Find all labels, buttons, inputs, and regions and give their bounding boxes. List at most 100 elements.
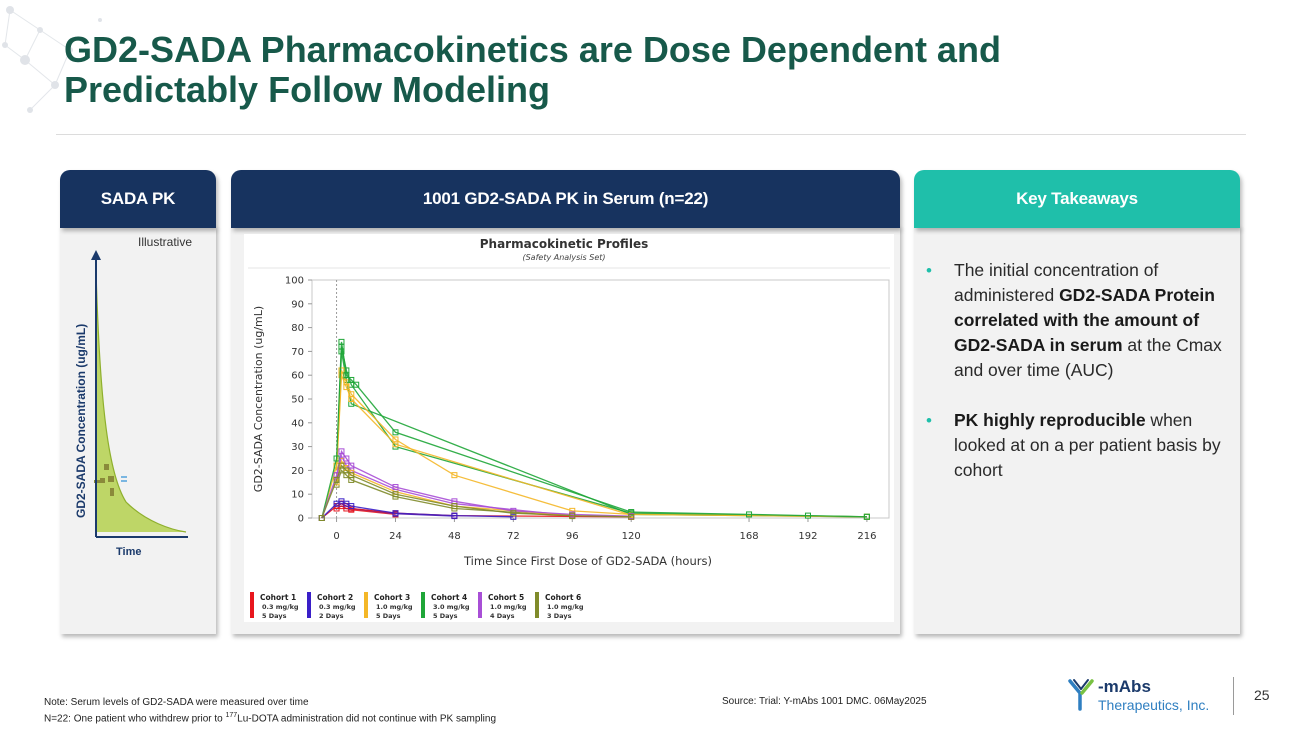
data-point bbox=[333, 455, 340, 462]
pk-chart-container: Pharmacokinetic Profiles (Safety Analysis… bbox=[244, 234, 894, 622]
y-tick-label: 70 bbox=[291, 347, 304, 358]
data-point bbox=[392, 484, 399, 491]
legend-cohort-name: Cohort 6 bbox=[545, 593, 581, 602]
takeaway-text: The initial concentration of administere… bbox=[954, 260, 1159, 305]
y-tick-label: 20 bbox=[291, 466, 304, 477]
footnote-text: Lu-DOTA administration did not continue … bbox=[237, 713, 497, 725]
subject-line bbox=[335, 374, 632, 516]
legend-swatch bbox=[250, 592, 254, 618]
y-tick-label: 10 bbox=[291, 490, 304, 501]
data-point bbox=[333, 476, 340, 483]
chart-title: Pharmacokinetic Profiles bbox=[480, 237, 648, 251]
bullet-icon: • bbox=[926, 261, 932, 280]
bullet-icon: • bbox=[926, 411, 932, 430]
legend-swatch bbox=[535, 592, 539, 618]
pk-curve-fill bbox=[96, 270, 186, 532]
footnote-text: N=22: One patient who withdrew prior to bbox=[44, 713, 226, 725]
x-tick-label: 192 bbox=[798, 531, 817, 542]
chart-subtitle: (Safety Analysis Set) bbox=[522, 253, 605, 262]
data-point bbox=[348, 472, 355, 479]
data-point bbox=[746, 511, 753, 518]
x-tick-label: 24 bbox=[389, 531, 402, 542]
illustrative-x-axis-label: Time bbox=[116, 546, 142, 558]
data-point bbox=[451, 512, 458, 519]
key-takeaways-header: Key Takeaways bbox=[914, 170, 1240, 228]
y-axis-label: GD2-SADA Concentration (ug/mL) bbox=[252, 306, 265, 492]
legend-days: 5 Days bbox=[262, 612, 287, 620]
data-point bbox=[451, 503, 458, 510]
legend-glyph bbox=[121, 476, 127, 482]
logo-subtitle: Therapeutics, Inc. bbox=[1098, 697, 1210, 713]
data-point bbox=[451, 472, 458, 479]
takeaway-emphasis: PK highly reproducible bbox=[954, 410, 1146, 430]
y-tick-label: 60 bbox=[291, 371, 304, 382]
footnote: Note: Serum levels of GD2-SADA were meas… bbox=[44, 696, 496, 725]
legend-swatch bbox=[478, 592, 482, 618]
legend-dose: 1.0 mg/kg bbox=[547, 603, 584, 611]
x-tick-label: 168 bbox=[739, 531, 758, 542]
x-tick-label: 72 bbox=[507, 531, 520, 542]
series-line bbox=[321, 341, 867, 519]
data-point bbox=[338, 367, 345, 374]
y-tick-label: 40 bbox=[291, 418, 304, 429]
plot-frame bbox=[311, 279, 890, 519]
y-tick-label: 0 bbox=[298, 514, 304, 525]
y-tick-label: 30 bbox=[291, 442, 304, 453]
subject-line bbox=[335, 346, 867, 518]
page-title: GD2-SADA Pharmacokinetics are Dose Depen… bbox=[64, 29, 1001, 110]
legend-dose: 0.3 mg/kg bbox=[319, 603, 356, 611]
pk-chart: Pharmacokinetic Profiles (Safety Analysis… bbox=[248, 237, 890, 620]
takeaway-item: • PK highly reproducible when looked at o… bbox=[924, 408, 1234, 483]
data-point bbox=[353, 381, 360, 388]
legend-days: 3 Days bbox=[547, 612, 572, 620]
footer-divider bbox=[1233, 677, 1234, 715]
data-point bbox=[338, 338, 345, 345]
y-axis-arrow-icon bbox=[91, 250, 101, 260]
key-takeaways-panel bbox=[914, 226, 1240, 634]
data-point bbox=[348, 503, 355, 510]
takeaways-list: • The initial concentration of administer… bbox=[924, 258, 1234, 508]
legend-dose: 0.3 mg/kg bbox=[262, 603, 299, 611]
legend-cohort-name: Cohort 5 bbox=[488, 593, 524, 602]
x-axis-label: Time Since First Dose of GD2-SADA (hours… bbox=[463, 554, 712, 568]
legend-dose: 1.0 mg/kg bbox=[376, 603, 413, 611]
y-tick-label: 100 bbox=[285, 276, 304, 287]
legend-cohort-name: Cohort 2 bbox=[317, 593, 353, 602]
data-point bbox=[343, 467, 350, 474]
data-point bbox=[348, 462, 355, 469]
data-point bbox=[863, 513, 870, 520]
company-logo: -mAbs Therapeutics, Inc. bbox=[1066, 675, 1226, 715]
y-tick-label: 80 bbox=[291, 323, 304, 334]
footnote-line: N=22: One patient who withdrew prior to … bbox=[44, 709, 496, 725]
legend-swatch bbox=[364, 592, 368, 618]
legend-days: 5 Days bbox=[433, 612, 458, 620]
ymabs-logo-icon bbox=[1068, 679, 1094, 711]
page-number: 25 bbox=[1254, 687, 1270, 703]
data-point bbox=[392, 429, 399, 436]
data-point bbox=[338, 462, 345, 469]
data-point bbox=[569, 512, 576, 519]
data-point bbox=[510, 513, 517, 520]
legend-cohort-name: Cohort 1 bbox=[260, 593, 296, 602]
series-line bbox=[321, 464, 632, 519]
pk-serum-header: 1001 GD2-SADA PK in Serum (n=22) bbox=[231, 170, 900, 228]
data-point bbox=[318, 515, 325, 521]
y-tick-label: 50 bbox=[291, 395, 304, 406]
pk-curve-line bbox=[95, 269, 187, 533]
series-line bbox=[321, 370, 867, 519]
data-point bbox=[804, 512, 811, 519]
legend-days: 2 Days bbox=[319, 612, 344, 620]
legend-days: 5 Days bbox=[376, 612, 401, 620]
data-point bbox=[348, 376, 355, 383]
data-point bbox=[510, 510, 517, 517]
illustrative-label: Illustrative bbox=[138, 235, 193, 249]
x-tick-label: 0 bbox=[333, 531, 339, 542]
data-point bbox=[343, 372, 350, 379]
y-tick-label: 90 bbox=[291, 299, 304, 310]
source-citation: Source: Trial: Y-mAbs 1001 DMC. 06May202… bbox=[722, 696, 927, 707]
x-tick-label: 48 bbox=[448, 531, 461, 542]
takeaway-text: at the Cmax and over time (AUC) bbox=[954, 335, 1222, 380]
x-tick-label: 216 bbox=[857, 531, 876, 542]
legend-days: 4 Days bbox=[490, 612, 515, 620]
data-point bbox=[343, 455, 350, 462]
